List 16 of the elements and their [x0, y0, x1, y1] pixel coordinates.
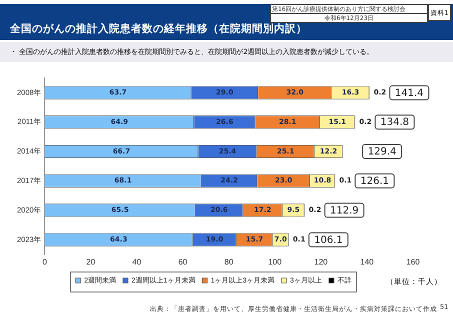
x-tick-label: 160: [406, 257, 420, 266]
x-tick-label: 100: [268, 257, 282, 266]
x-tick-label: 40: [132, 257, 142, 266]
x-tick-label: 140: [360, 257, 374, 266]
x-tick-label: 60: [178, 257, 188, 266]
total-label: 141.4: [394, 88, 424, 99]
chart-title: 全国のがんの推計入院患者数の経年推移（在院期間別内訳）: [10, 22, 307, 36]
total-label: 129.4: [368, 146, 396, 158]
total-label: 106.1: [314, 234, 343, 246]
x-tick-label: 120: [314, 257, 328, 266]
total-label: 134.8: [380, 117, 410, 128]
total-label: 112.9: [330, 205, 359, 216]
x-tick-label: 0: [42, 257, 48, 266]
x-tick-label: 20: [86, 257, 96, 266]
x-tick-label: 80: [224, 257, 234, 266]
total-label: 126.1: [360, 176, 390, 187]
